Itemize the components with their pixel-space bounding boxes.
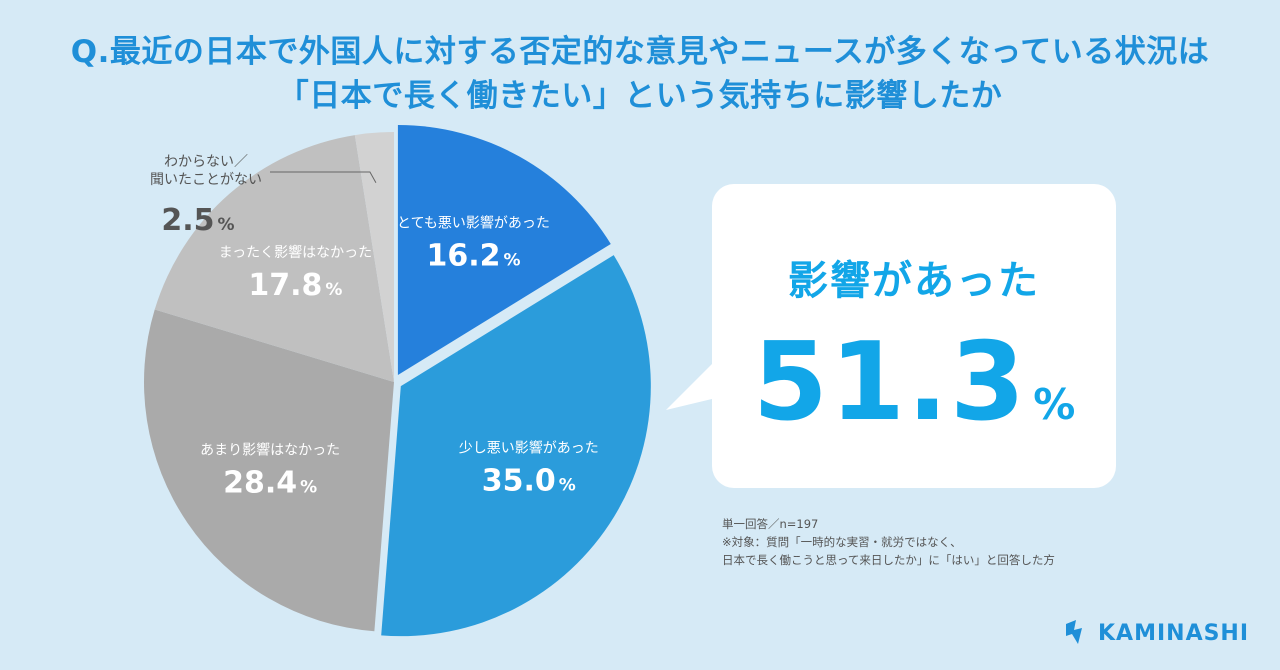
callout-value: 51.3% — [712, 320, 1116, 445]
note-line-3: 日本で長く働こうと思って来日したか」に「はい」と回答した方 — [722, 553, 1055, 567]
title-line-1: Q.最近の日本で外国人に対する否定的な意見やニュースが多くなっている状況は — [70, 34, 1210, 70]
slice-label: わからない／ — [164, 154, 248, 170]
slice-value-label: 16.2% — [426, 239, 520, 274]
kaminashi-logo-icon — [1066, 620, 1082, 644]
callout-unit: % — [1033, 380, 1076, 429]
slice-value-label: 35.0% — [482, 463, 576, 498]
slice-value-label: 28.4% — [223, 466, 317, 501]
pie-slice — [381, 255, 651, 637]
leader-line — [270, 171, 377, 183]
pie-slice — [154, 135, 394, 382]
pie-slice — [144, 309, 394, 632]
slice-value-label: 17.8% — [248, 268, 342, 303]
slice-label: とても悪い影響があった — [397, 215, 550, 232]
callout-number: 51.3 — [752, 320, 1028, 445]
title-line-2: 「日本で長く働きたい」という気持ちに影響したか — [277, 78, 1003, 114]
slice-label: 少し悪い影響があった — [459, 439, 599, 456]
chart-title: Q.最近の日本で外国人に対する否定的な意見やニュースが多くなっている状況は 「日… — [0, 30, 1280, 118]
slice-label: 聞いたことがない — [150, 172, 262, 188]
survey-note: 単一回答／n=197 ※対象：質問「一時的な実習・就労ではなく、 日本で長く働こ… — [722, 515, 1055, 569]
logo-text: KAMINASHI — [1098, 620, 1250, 646]
pie-slice — [397, 125, 611, 376]
summary-callout: 影響があった 51.3% — [712, 184, 1116, 488]
slice-label: あまり影響はなかった — [200, 442, 340, 459]
slice-label: まったく影響はなかった — [219, 244, 372, 261]
pie-slice — [354, 132, 394, 382]
callout-heading: 影響があった — [788, 258, 1040, 304]
note-line-1: 単一回答／n=197 — [722, 517, 819, 531]
brand-logo: KAMINASHI — [1062, 618, 1249, 648]
slice-value-label: 2.5% — [161, 203, 234, 238]
note-line-2: ※対象：質問「一時的な実習・就労ではなく、 — [722, 535, 962, 549]
